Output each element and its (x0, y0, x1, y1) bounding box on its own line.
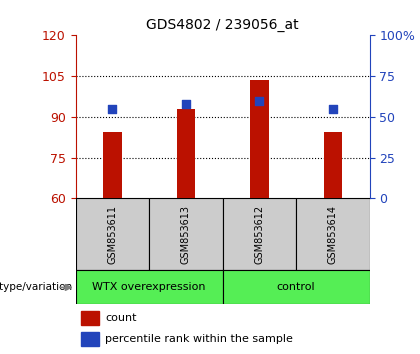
Point (109, 106, 116, 112)
Title: GDS4802 / 239056_at: GDS4802 / 239056_at (146, 18, 299, 32)
Text: WTX overexpression: WTX overexpression (92, 282, 206, 292)
Text: count: count (105, 313, 136, 323)
FancyBboxPatch shape (223, 198, 296, 270)
Bar (81, 312, 99, 325)
FancyBboxPatch shape (76, 198, 149, 270)
Point (330, 106, 336, 112)
FancyBboxPatch shape (223, 270, 370, 304)
Text: GSM853614: GSM853614 (328, 205, 338, 264)
Bar (250, 80, 268, 198)
Bar (103, 132, 121, 198)
Text: GSM853612: GSM853612 (255, 205, 264, 264)
Text: genotype/variation: genotype/variation (0, 282, 76, 292)
FancyBboxPatch shape (149, 198, 223, 270)
Bar (324, 132, 342, 198)
Point (182, 101, 189, 107)
Text: control: control (277, 282, 315, 292)
FancyBboxPatch shape (76, 270, 223, 304)
Text: GSM853613: GSM853613 (181, 205, 191, 264)
Bar (81, 332, 99, 346)
Text: percentile rank within the sample: percentile rank within the sample (105, 334, 293, 344)
Text: GSM853611: GSM853611 (108, 205, 117, 264)
Bar (177, 109, 195, 198)
FancyBboxPatch shape (296, 198, 370, 270)
Point (256, 98, 263, 103)
